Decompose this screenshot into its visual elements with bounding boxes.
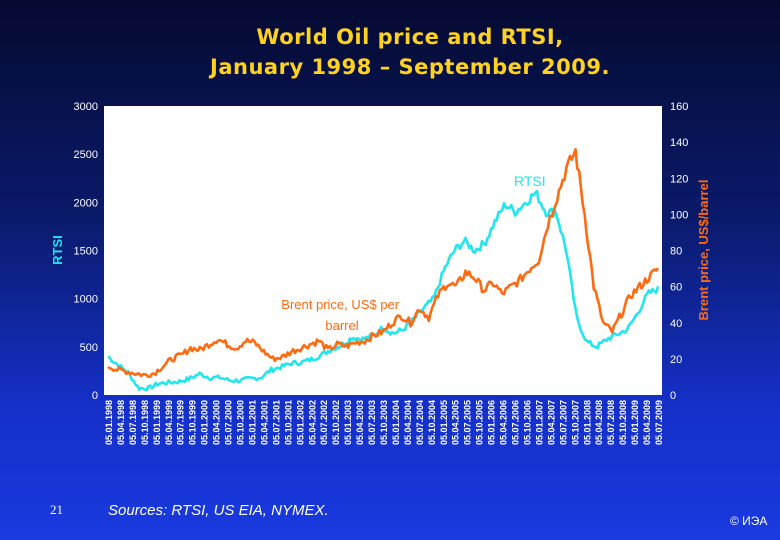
x-axis-ticks: 05.01.1998 05.04.1998 05.07.1998 05.10.1998… [104, 400, 664, 445]
x-tick-label: 05.07.2008 [606, 400, 616, 445]
brent-series-label: Brent price, US$ per barrel [281, 297, 402, 333]
x-tick-label: 05.07.2002 [319, 400, 329, 445]
x-tick-label: 05.04.2006 [499, 400, 509, 445]
x-tick-label: 05.07.2001 [271, 400, 281, 445]
x-tick-label: 05.10.1999 [188, 400, 198, 445]
x-tick-label: 05.04.2002 [307, 400, 317, 445]
x-tick-label: 05.10.2008 [618, 400, 628, 445]
x-tick-label: 05.10.2005 [475, 400, 485, 445]
x-tick-label: 05.07.2003 [367, 400, 377, 445]
plot-area [104, 106, 662, 395]
x-tick-label: 05.01.1998 [104, 400, 114, 445]
x-tick-label: 05.01.2000 [200, 400, 210, 445]
chart-title-line-2: January 1998 – September 2009. [210, 55, 610, 79]
x-tick-label: 05.01.2004 [391, 400, 401, 445]
x-tick-label: 05.04.2000 [212, 400, 222, 445]
left-tick-label: 1000 [74, 294, 98, 306]
x-tick-label: 05.01.2007 [534, 400, 544, 445]
left-tick-label: 0 [92, 390, 98, 402]
right-tick-label: 140 [670, 137, 688, 149]
left-tick-label: 2000 [74, 197, 98, 209]
x-tick-label: 05.01.1999 [152, 400, 162, 445]
x-tick-label: 05.10.1998 [140, 400, 150, 445]
right-tick-label: 0 [670, 390, 676, 402]
left-tick-label: 3000 [74, 101, 98, 113]
x-tick-label: 05.10.2007 [570, 400, 580, 445]
x-tick-label: 05.04.2001 [259, 400, 269, 445]
x-tick-label: 05.07.1999 [176, 400, 186, 445]
right-tick-label: 40 [670, 318, 682, 330]
x-tick-label: 05.01.2005 [439, 400, 449, 445]
x-tick-label: 05.07.2005 [463, 400, 473, 445]
x-tick-label: 05.01.2006 [487, 400, 497, 445]
right-tick-label: 100 [670, 209, 688, 221]
left-tick-label: 500 [80, 342, 98, 354]
rtsi-series-label: RTSI [514, 173, 546, 189]
x-tick-label: 05.04.2003 [355, 400, 365, 445]
x-tick-label: 05.01.2003 [343, 400, 353, 445]
x-tick-label: 05.04.1998 [116, 400, 126, 445]
right-tick-label: 160 [670, 101, 688, 113]
x-tick-label: 05.10.2006 [522, 400, 532, 445]
chart-title: World Oil price and RTSI, January 1998 –… [0, 22, 780, 82]
x-tick-label: 05.04.1999 [164, 400, 174, 445]
right-tick-label: 80 [670, 246, 682, 258]
x-tick-label: 05.07.2004 [415, 400, 425, 445]
left-tick-label: 2500 [74, 149, 98, 161]
x-tick-label: 05.10.2001 [283, 400, 293, 445]
sources-note: Sources: RTSI, US EIA, NYMEX. [108, 502, 329, 519]
x-tick-label: 05.01.2008 [582, 400, 592, 445]
x-tick-label: 05.04.2007 [546, 400, 556, 445]
x-tick-label: 05.07.2007 [558, 400, 568, 445]
x-tick-label: 05.10.2004 [427, 400, 437, 445]
series-lines [107, 148, 660, 392]
x-tick-label: 05.01.2009 [630, 400, 640, 445]
x-tick-label: 05.01.2001 [247, 400, 257, 445]
right-tick-label: 20 [670, 354, 682, 366]
x-tick-label: 05.07.1998 [128, 400, 138, 445]
x-tick-label: 05.07.2009 [654, 400, 664, 445]
brent-line [107, 148, 660, 379]
right-tick-label: 60 [670, 282, 682, 294]
right-axis-ticks: 0 20 40 60 80 100 120 140 160 [670, 101, 688, 402]
right-axis-label: Brent price, US$/barrel [696, 180, 711, 321]
chart-title-line-1: World Oil price and RTSI, [256, 25, 564, 49]
x-tick-label: 05.04.2009 [642, 400, 652, 445]
left-axis-ticks: 0 500 1000 1500 2000 2500 3000 [74, 101, 98, 402]
x-tick-label: 05.10.2000 [236, 400, 246, 445]
left-axis-label: RTSI [50, 235, 65, 265]
x-tick-label: 05.07.2006 [511, 400, 521, 445]
right-tick-label: 120 [670, 173, 688, 185]
x-tick-label: 05.07.2000 [224, 400, 234, 445]
x-tick-label: 05.10.2002 [331, 400, 341, 445]
page-number: 21 [50, 502, 63, 517]
copyright: © ИЭА [730, 514, 768, 528]
x-tick-label: 05.04.2008 [594, 400, 604, 445]
x-tick-label: 05.01.2002 [295, 400, 305, 445]
x-tick-label: 05.04.2004 [403, 400, 413, 445]
x-tick-label: 05.10.2003 [379, 400, 389, 445]
x-tick-label: 05.04.2005 [451, 400, 461, 445]
left-tick-label: 1500 [74, 246, 98, 258]
